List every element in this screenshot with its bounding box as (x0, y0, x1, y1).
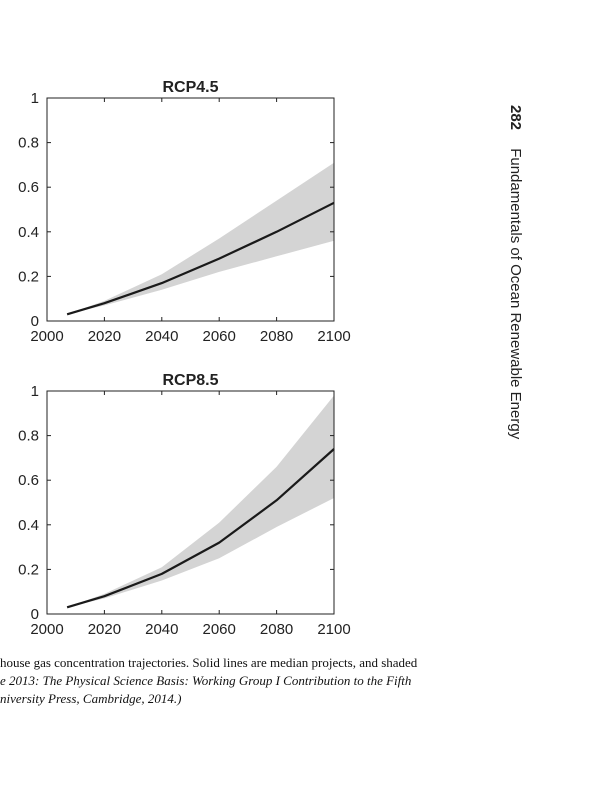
chart-title: RCP8.5 (162, 372, 218, 389)
y-tick-label: 0.4 (18, 517, 39, 534)
y-tick-label: 1 (31, 383, 39, 400)
x-tick-label: 2040 (145, 328, 178, 345)
x-tick-label: 2000 (30, 328, 63, 345)
median-line (66, 448, 335, 609)
x-tick-label: 2040 (145, 621, 178, 638)
y-tick-label: 0 (31, 606, 39, 623)
x-tick-label: 2080 (260, 328, 293, 345)
axes-frame (46, 97, 335, 322)
median-line (66, 201, 335, 316)
x-tick-label: 2000 (30, 621, 63, 638)
x-tick-label: 2060 (203, 621, 236, 638)
y-tick-label: 0 (31, 313, 39, 330)
chart-title: RCP4.5 (162, 79, 218, 96)
uncertainty-band (67, 162, 334, 315)
caption-line-2: e 2013: The Physical Science Basis: Work… (0, 673, 412, 688)
y-tick-label: 0.6 (18, 179, 39, 196)
x-tick-label: 2020 (88, 328, 121, 345)
y-tick-label: 1 (31, 90, 39, 107)
uncertainty-band (67, 395, 334, 608)
page-number: 282 (507, 105, 524, 131)
x-tick-label: 2060 (203, 328, 236, 345)
y-tick-label: 0.6 (18, 472, 39, 489)
chart-panel-1: 2000 2020 2040 2060 2080 2100 0 0.2 0.4 0.6 0.8 1 RC… (18, 79, 351, 345)
caption-line-3: niversity Press, Cambridge, 2014.) (0, 691, 182, 706)
figure-caption: house gas concentration trajectories. So… (0, 654, 500, 708)
x-tick-label: 2100 (317, 621, 350, 638)
running-head: 282 Fundamentals of Ocean Renewable Ener… (500, 105, 530, 445)
y-tick-label: 0.2 (18, 561, 39, 578)
running-title: Fundamentals of Ocean Renewable Energy (507, 148, 524, 440)
caption-line-1: house gas concentration trajectories. So… (0, 655, 418, 670)
axes-frame (46, 390, 335, 615)
x-tick-label: 2020 (88, 621, 121, 638)
x-tick-label: 2100 (317, 328, 350, 345)
y-tick-label: 0.4 (18, 224, 39, 241)
chart-panel-2: 2000 2020 2040 2060 2080 2100 0 0.2 0.4 0.6 0.8 1 RC… (18, 372, 351, 638)
y-tick-label: 0.8 (18, 428, 39, 445)
y-tick-label: 0.8 (18, 135, 39, 152)
x-tick-label: 2080 (260, 621, 293, 638)
y-tick-label: 0.2 (18, 268, 39, 285)
